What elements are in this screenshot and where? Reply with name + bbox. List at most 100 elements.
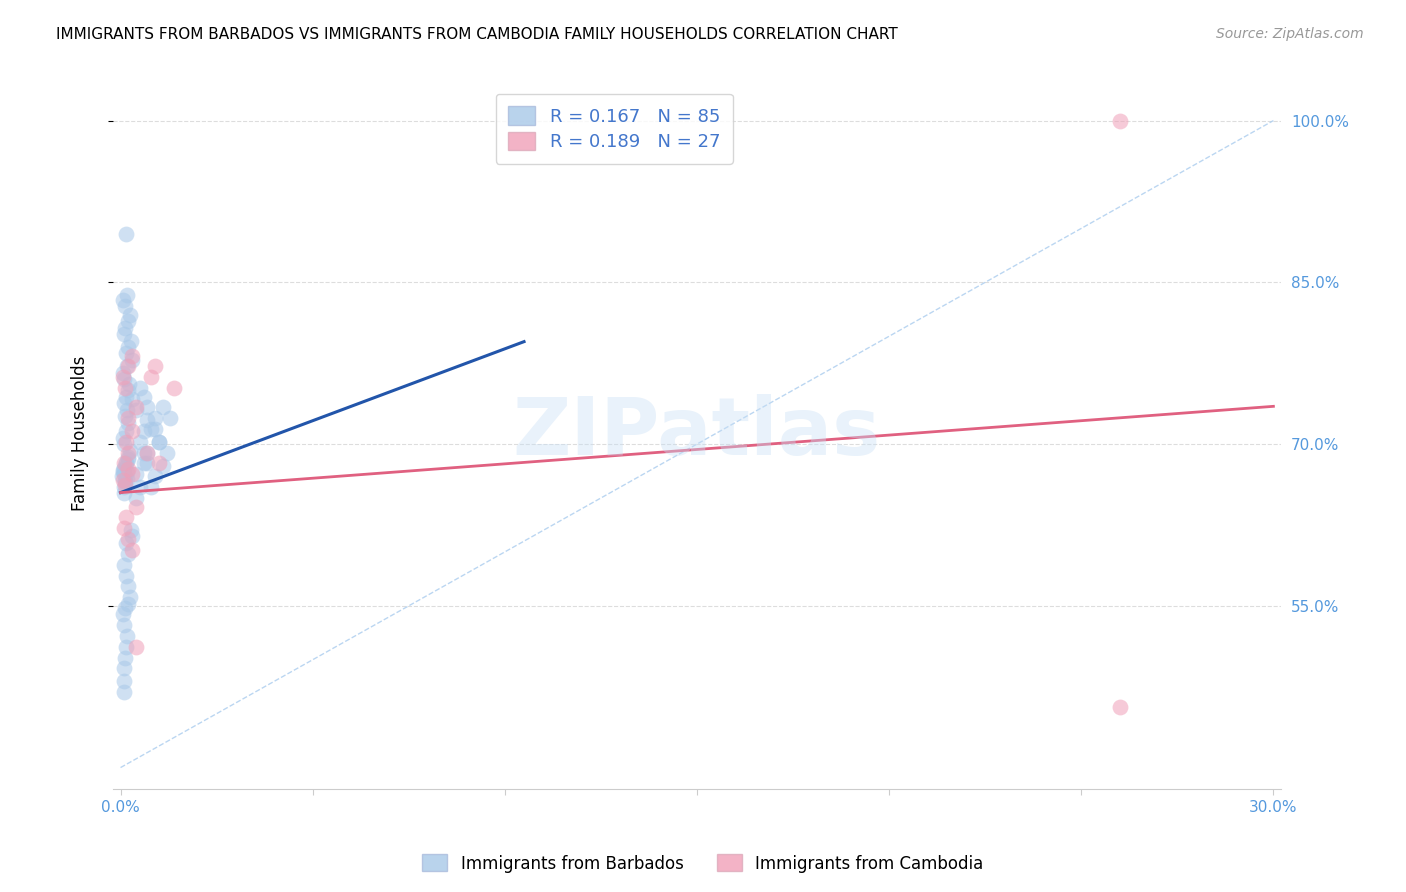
Point <box>148 434 170 449</box>
Legend: Immigrants from Barbados, Immigrants from Cambodia: Immigrants from Barbados, Immigrants fro… <box>416 847 990 880</box>
Point <box>112 457 135 471</box>
Point <box>141 480 163 494</box>
Point <box>125 491 148 505</box>
Point <box>114 320 136 334</box>
Point <box>152 401 174 415</box>
Point <box>143 469 166 483</box>
Point <box>112 661 135 675</box>
Point <box>132 446 155 460</box>
Point <box>114 457 136 471</box>
Point <box>120 591 142 605</box>
Point <box>115 434 138 449</box>
Point <box>115 402 138 417</box>
Point <box>112 473 135 487</box>
Point <box>125 401 148 415</box>
Point <box>112 685 135 699</box>
Point <box>112 370 135 384</box>
Point <box>125 467 148 482</box>
Point <box>132 390 155 404</box>
Point <box>136 457 159 471</box>
Point <box>115 472 138 486</box>
Point <box>125 500 148 514</box>
Point <box>136 401 159 415</box>
Point <box>117 465 139 479</box>
Point <box>112 485 135 500</box>
Point <box>125 402 148 417</box>
Point <box>117 359 139 374</box>
Point <box>112 372 135 386</box>
Point <box>118 308 141 322</box>
Point <box>112 480 135 494</box>
Point <box>117 452 139 467</box>
Point <box>112 437 135 451</box>
Point <box>159 411 181 425</box>
Point <box>111 431 134 445</box>
Point <box>115 510 138 524</box>
Point <box>114 650 136 665</box>
Point <box>148 457 170 471</box>
Point <box>112 396 135 410</box>
Point <box>115 640 138 654</box>
Point <box>111 607 134 622</box>
Point <box>117 446 139 460</box>
Point <box>163 381 186 395</box>
Text: IMMIGRANTS FROM BARBADOS VS IMMIGRANTS FROM CAMBODIA FAMILY HOUSEHOLDS CORRELATI: IMMIGRANTS FROM BARBADOS VS IMMIGRANTS F… <box>56 27 898 42</box>
Point <box>112 521 135 535</box>
Point <box>143 422 166 436</box>
Point <box>115 227 138 241</box>
Point <box>117 547 139 561</box>
Point <box>115 390 138 404</box>
Point <box>115 568 138 582</box>
Point <box>121 542 143 557</box>
Point <box>112 465 135 479</box>
Point <box>121 529 143 543</box>
Point <box>120 524 142 538</box>
Point <box>114 478 136 492</box>
Point <box>128 480 150 494</box>
Point <box>112 618 135 632</box>
Text: Source: ZipAtlas.com: Source: ZipAtlas.com <box>1216 27 1364 41</box>
Point <box>132 457 155 471</box>
Point <box>111 463 134 477</box>
Point <box>115 457 138 471</box>
Point <box>114 381 136 395</box>
Point <box>141 422 163 436</box>
Point <box>115 346 138 360</box>
Point <box>112 366 135 380</box>
Point <box>115 424 138 438</box>
Point <box>121 467 143 482</box>
Point <box>117 340 139 354</box>
Point <box>136 446 159 460</box>
Point <box>114 409 136 423</box>
Point <box>136 413 159 427</box>
Point <box>114 536 136 550</box>
Point <box>117 383 139 397</box>
Point <box>128 381 150 395</box>
Point <box>111 469 134 483</box>
Point <box>112 467 135 482</box>
Point <box>117 416 139 430</box>
Point <box>128 434 150 449</box>
Point <box>117 288 139 302</box>
Point <box>112 674 135 689</box>
Point <box>114 474 136 488</box>
Point <box>125 640 148 654</box>
Point <box>121 392 143 406</box>
Point <box>152 458 174 473</box>
Point <box>112 558 135 572</box>
Point <box>112 293 135 307</box>
Point <box>143 411 166 425</box>
Point <box>117 629 139 643</box>
Point <box>120 334 142 348</box>
Point <box>117 462 139 476</box>
Point <box>112 460 135 475</box>
Point <box>114 601 136 615</box>
Point <box>120 443 142 458</box>
Point <box>114 475 136 489</box>
Point <box>118 376 141 391</box>
Point <box>132 424 155 438</box>
Point <box>117 532 139 546</box>
Point <box>143 359 166 374</box>
Point <box>141 370 163 384</box>
Point <box>1108 700 1130 714</box>
